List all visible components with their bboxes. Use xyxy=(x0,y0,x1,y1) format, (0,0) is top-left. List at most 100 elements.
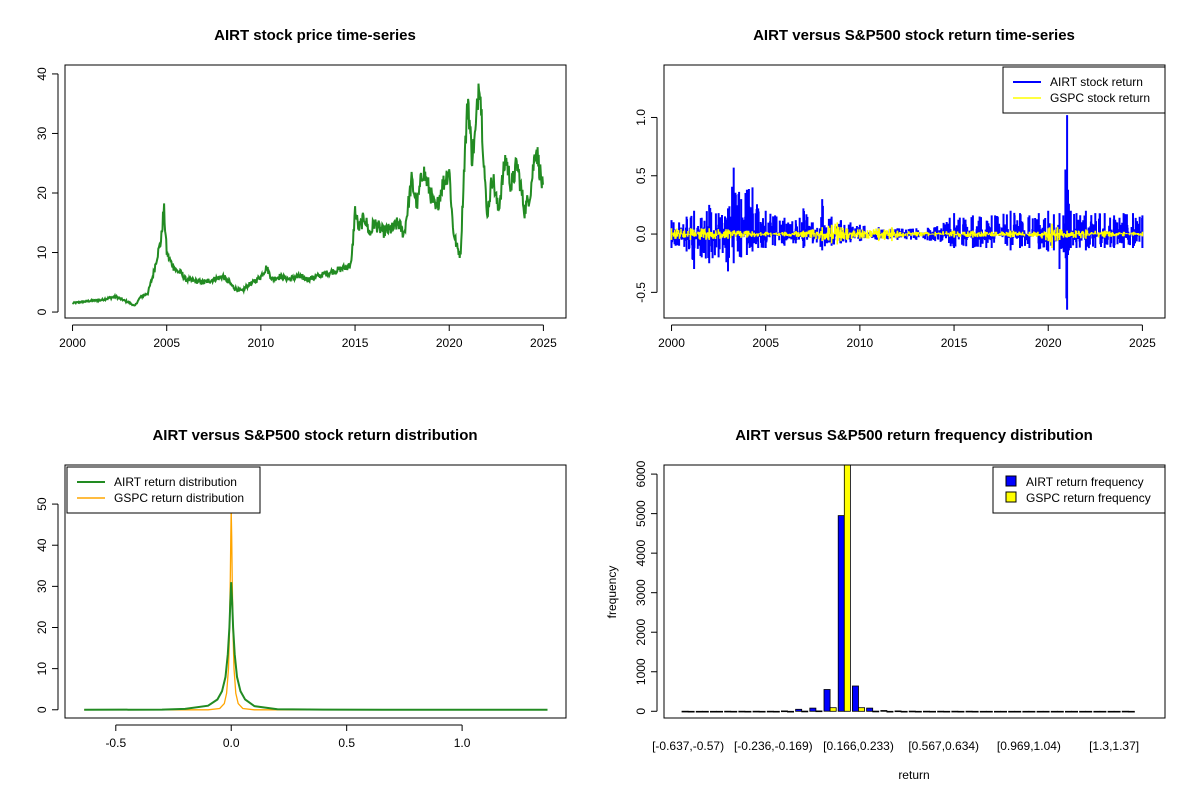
bar-airt xyxy=(1093,710,1101,713)
bar-airt xyxy=(979,710,987,713)
bar-airt xyxy=(766,710,774,713)
plot-frame xyxy=(64,464,567,719)
bar-airt xyxy=(695,710,703,713)
bar-airt xyxy=(837,515,845,712)
bar-gspc xyxy=(1056,710,1064,713)
y-tick-label: 0 xyxy=(35,308,49,315)
y-tick-label: 40 xyxy=(35,67,49,81)
legend-label-airt: AIRT stock return xyxy=(1050,75,1143,89)
bar-gspc xyxy=(1099,710,1107,713)
x-tick-label: -0.5 xyxy=(105,736,126,750)
y-axis-label: frequency xyxy=(605,566,619,619)
bar-gspc xyxy=(971,710,979,713)
legend-box xyxy=(1002,66,1166,114)
bar-gspc xyxy=(1000,710,1007,713)
y-tick-label: 3000 xyxy=(634,579,648,606)
bar-gspc xyxy=(1071,710,1078,713)
legend-label-gspc: GSPC stock return xyxy=(1050,91,1150,105)
y-tick-label: 40 xyxy=(35,538,49,552)
bar-airt xyxy=(1022,710,1030,713)
bar-gspc xyxy=(900,710,908,713)
x-tick-label: 2025 xyxy=(1129,336,1156,350)
legend: AIRT return distribution GSPC return dis… xyxy=(66,466,261,514)
panel-return-distribution: AIRT versus S&P500 stock return distribu… xyxy=(35,427,567,750)
bar-gspc xyxy=(701,710,709,713)
bar-airt xyxy=(823,689,831,712)
y-tick-label: 10 xyxy=(35,662,49,676)
legend: AIRT stock return GSPC stock return xyxy=(1002,66,1166,114)
bar-gspc xyxy=(1028,710,1036,713)
x-tick-label: [0.969,1.04) xyxy=(997,739,1061,753)
bar-airt xyxy=(894,710,902,713)
bar-airt xyxy=(880,710,888,712)
panel-return-timeseries: AIRT versus S&P500 stock return time-ser… xyxy=(634,27,1166,350)
bar-airt xyxy=(937,710,945,713)
y-tick-label: 30 xyxy=(35,579,49,593)
legend-label-gspc: GSPC return distribution xyxy=(114,491,244,505)
x-tick-label: [1.3,1.37] xyxy=(1089,739,1139,753)
x-tick-label: 0.5 xyxy=(338,736,355,750)
bar-gspc xyxy=(787,710,794,713)
bar-airt xyxy=(1050,710,1058,713)
plot-frame xyxy=(64,64,567,319)
bar-gspc xyxy=(886,710,894,713)
series-line-gspc-density xyxy=(84,510,548,711)
y-tick-label: 30 xyxy=(35,126,49,140)
chart-title: AIRT versus S&P500 stock return distribu… xyxy=(152,427,477,444)
bar-gspc xyxy=(772,710,780,713)
bar-gspc xyxy=(843,464,851,712)
y-tick-label: 0.0 xyxy=(634,225,648,242)
y-tick-label: 1000 xyxy=(634,658,648,685)
plot-area: 0 1000 2000 3000 4000 5000 6000 [-0.637,-0.57) [… xyxy=(634,460,1139,753)
legend: AIRT return frequency GSPC return freque… xyxy=(992,466,1166,514)
plot-area: -0.5 0.0 0.5 1.0 0 10 20 30 40 50 xyxy=(35,497,548,750)
bar-airt xyxy=(1107,710,1115,713)
bar-gspc xyxy=(957,710,965,713)
bar-airt xyxy=(908,710,916,713)
bar-airt xyxy=(752,710,760,713)
x-tick-label: 2005 xyxy=(153,336,180,350)
bar-gspc xyxy=(730,710,738,713)
plot-area: 2000 2005 2010 2015 2020 2025 0 10 20 30 40 xyxy=(35,67,557,350)
bar-airt xyxy=(1079,710,1087,713)
x-tick-label: 2020 xyxy=(436,336,463,350)
bar-gspc xyxy=(1042,710,1050,713)
x-tick-label: [-0.637,-0.57) xyxy=(652,739,724,753)
panel-return-frequency: AIRT versus S&P500 return frequency dist… xyxy=(605,427,1166,782)
legend-box xyxy=(66,466,261,514)
chart-title: AIRT stock price time-series xyxy=(214,27,416,44)
bar-airt xyxy=(965,710,973,713)
bar-gspc xyxy=(943,710,951,713)
y-tick-label: -0.5 xyxy=(634,282,648,303)
bar-gspc xyxy=(872,710,880,713)
x-tick-label: [0.166,0.233) xyxy=(823,739,894,753)
bar-gspc xyxy=(929,710,936,713)
x-tick-label: [-0.236,-0.169) xyxy=(734,739,813,753)
y-tick-label: 6000 xyxy=(634,460,648,487)
y-tick-label: 2000 xyxy=(634,619,648,646)
y-tick-label: 4000 xyxy=(634,539,648,566)
bar-gspc xyxy=(716,710,723,713)
x-tick-label: 2005 xyxy=(752,336,779,350)
plot-area: 2000 2005 2010 2015 2020 2025 -0.5 0.0 0.5 1.0 xyxy=(634,109,1156,350)
y-tick-label: 1.0 xyxy=(634,109,648,126)
x-tick-label: 2015 xyxy=(941,336,968,350)
y-tick-label: 50 xyxy=(35,497,49,511)
bar-airt xyxy=(1008,710,1016,713)
bar-airt xyxy=(809,707,817,712)
series-line-airt-return xyxy=(670,115,1144,310)
bar-gspc xyxy=(1127,710,1135,713)
bar-airt xyxy=(781,710,788,713)
bar-gspc xyxy=(815,710,823,713)
x-tick-label: 2000 xyxy=(59,336,86,350)
x-tick-label: 2025 xyxy=(530,336,557,350)
x-tick-label: 2020 xyxy=(1035,336,1062,350)
bar-gspc xyxy=(1085,710,1093,713)
bar-gspc xyxy=(858,707,865,712)
x-tick-label: 2010 xyxy=(248,336,275,350)
panel-price-timeseries: AIRT stock price time-series 2000 2005 201… xyxy=(35,27,567,350)
series-line-airt-density xyxy=(84,582,548,711)
legend-label-airt: AIRT return frequency xyxy=(1026,475,1144,489)
y-tick-label: 5000 xyxy=(634,500,648,527)
legend-swatch-gspc xyxy=(1005,491,1017,503)
